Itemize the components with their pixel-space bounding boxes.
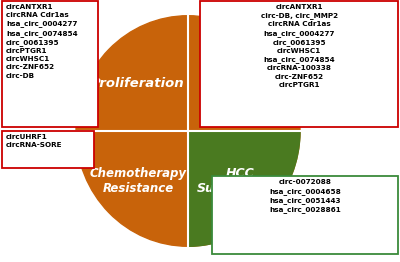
Polygon shape	[188, 131, 300, 246]
FancyBboxPatch shape	[2, 1, 98, 127]
Text: Metastasis: Metastasis	[200, 77, 280, 90]
FancyBboxPatch shape	[2, 131, 94, 168]
Text: HCC
Suppression: HCC Suppression	[196, 167, 284, 195]
Ellipse shape	[76, 16, 300, 246]
FancyBboxPatch shape	[200, 1, 398, 127]
Text: circUHRF1
circRNA-SORE: circUHRF1 circRNA-SORE	[6, 134, 62, 148]
Text: circANTXR1
circ-DB, circ_MMP2
circRNA Cdr1as
hsa_circ_0004277
circ_0061395
circW: circANTXR1 circ-DB, circ_MMP2 circRNA Cd…	[261, 4, 338, 88]
Text: Chemotherapy
Resistance: Chemotherapy Resistance	[90, 167, 186, 195]
Text: Proliferation: Proliferation	[91, 77, 185, 90]
Text: circ-0072088
hsa_circ_0004658
hsa_circ_0051443
hsa_circ_0028861: circ-0072088 hsa_circ_0004658 hsa_circ_0…	[269, 179, 341, 213]
FancyBboxPatch shape	[212, 176, 398, 254]
Text: circANTXR1
circRNA Cdr1as
hsa_circ_0004277
hsa_circ_0074854
circ_0061395
circPTG: circANTXR1 circRNA Cdr1as hsa_circ_00042…	[6, 4, 78, 79]
